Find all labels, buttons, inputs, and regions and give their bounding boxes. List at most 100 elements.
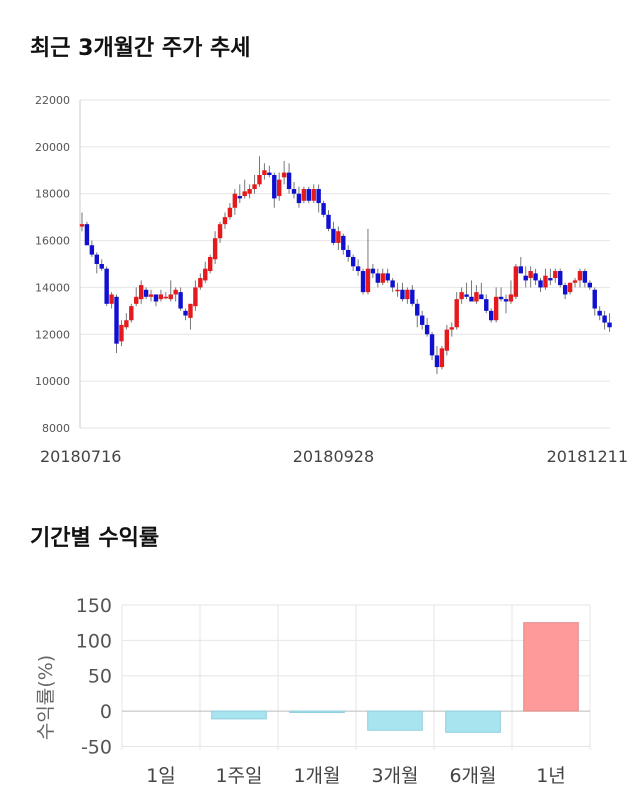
candle-body — [296, 193, 302, 204]
candle-body — [331, 228, 336, 243]
candle-body — [405, 289, 410, 300]
candle-body — [326, 214, 331, 229]
candle-body — [355, 266, 361, 272]
candle-body — [311, 189, 316, 201]
candle-body — [592, 289, 597, 309]
candle-body — [375, 273, 381, 283]
candle-body — [548, 278, 553, 281]
candle-body — [99, 264, 104, 269]
x-tick-label: 1주일 — [215, 765, 262, 787]
x-tick-label: 6개월 — [449, 765, 496, 787]
y-tick-label: 22000 — [35, 94, 70, 107]
return-bar — [367, 710, 423, 731]
y-tick-label: 16000 — [35, 235, 70, 248]
candle-body — [306, 189, 311, 201]
candle-body — [222, 217, 228, 225]
candle-body — [508, 294, 514, 302]
candle-body — [232, 193, 238, 208]
candle-body — [439, 348, 445, 368]
candle-body — [449, 327, 454, 330]
candle-body — [272, 174, 277, 199]
candle-body — [607, 322, 612, 328]
y-tick-label: 50 — [88, 666, 112, 688]
candle-body — [257, 174, 262, 185]
candle-body — [242, 191, 247, 197]
returns-bar-chart: -50 0 50 100 150 수익률(%) 1일 1주일 1개월 3개월 6개월 1년 — [35, 595, 591, 787]
return-bar — [445, 710, 501, 733]
x-tick-label: 20181211 — [547, 447, 628, 466]
candle-body — [567, 282, 573, 293]
y-tick-label: 12000 — [35, 328, 70, 341]
y-tick-label: 0 — [100, 701, 112, 723]
candle-body — [227, 207, 233, 218]
candle-body — [134, 296, 139, 304]
candle-body — [114, 296, 119, 344]
candle-body — [262, 170, 267, 175]
candle-body — [286, 172, 292, 190]
candle-body — [419, 315, 425, 325]
candle-body — [587, 282, 593, 288]
y-tick-label: 20000 — [35, 141, 70, 154]
candle-body — [158, 294, 164, 300]
candle-body — [198, 278, 203, 288]
x-tick-label: 1개월 — [293, 765, 340, 787]
candle-body — [464, 294, 469, 297]
candle-body — [395, 289, 400, 292]
candle-body — [454, 299, 459, 328]
candle-body — [183, 310, 188, 316]
y-tick-label: -50 — [81, 736, 112, 758]
candle-body — [173, 289, 178, 295]
candle-body — [365, 268, 371, 293]
x-tick-label: 1년 — [536, 765, 566, 787]
candle-body — [360, 271, 366, 293]
candle-body — [178, 292, 183, 309]
candle-body — [469, 296, 474, 302]
y-tick-label: 18000 — [35, 188, 70, 201]
candle-body — [577, 271, 583, 281]
candle-body — [104, 268, 109, 304]
candle-body — [84, 224, 90, 246]
candle-body — [503, 299, 509, 302]
candle-body — [94, 254, 99, 264]
candle-body — [484, 299, 489, 311]
candle-body — [129, 306, 134, 321]
y-tick-label: 10000 — [35, 375, 70, 388]
candle-body — [528, 271, 533, 279]
candle-body — [474, 292, 479, 302]
candle-body — [434, 355, 440, 368]
candle-body — [281, 172, 287, 178]
x-tick-label: 1일 — [146, 765, 176, 787]
candle-body — [153, 294, 159, 302]
candle-body — [119, 324, 124, 342]
candle-body — [429, 334, 435, 356]
candle-body — [203, 268, 208, 281]
candle-body — [291, 189, 297, 194]
candle-body — [415, 303, 420, 316]
candle-body — [459, 292, 464, 300]
candle-body — [380, 273, 385, 283]
candle-body — [523, 275, 528, 281]
candle-body — [163, 296, 169, 299]
candle-body — [124, 320, 129, 328]
y-tick-label: 14000 — [35, 281, 70, 294]
candle-body — [493, 296, 499, 321]
candle-body — [533, 273, 538, 281]
candle-body — [513, 266, 519, 297]
candle-body — [188, 303, 193, 318]
y-axis-label: 수익률(%) — [35, 655, 57, 740]
candle-body — [444, 329, 450, 351]
candle-body — [553, 271, 558, 279]
candle-body — [518, 266, 523, 274]
candle-body — [247, 189, 252, 194]
candle-body — [168, 294, 173, 300]
candle-body — [538, 280, 543, 288]
y-tick-label: 100 — [76, 630, 112, 652]
return-bar — [211, 710, 267, 720]
return-bar — [523, 622, 579, 712]
candle-body — [370, 268, 376, 274]
x-tick-label: 3개월 — [371, 765, 418, 787]
candle-body — [138, 285, 144, 300]
candle-body — [336, 231, 341, 243]
candle-body — [89, 245, 95, 255]
candle-body — [562, 285, 568, 295]
